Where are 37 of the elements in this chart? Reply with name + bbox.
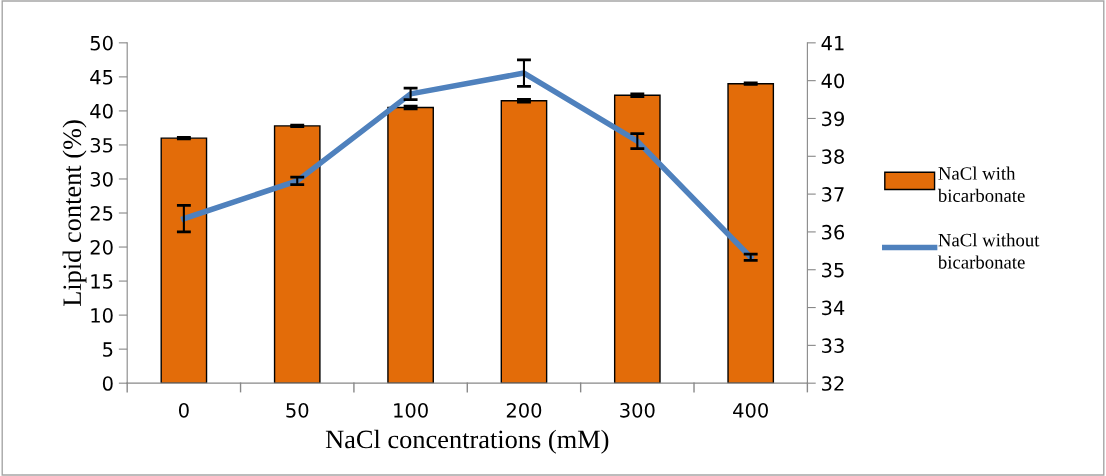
legend-label: NaCl without bicarbonate	[937, 233, 1040, 269]
y2-tick-label: 35	[822, 262, 844, 278]
y-tick-label: 40	[90, 103, 113, 119]
y2-tick-label: 37	[822, 187, 844, 202]
x-axis-title: NaCl concentrations (mM)	[325, 429, 609, 454]
bar	[613, 94, 661, 384]
bar	[387, 106, 434, 384]
y-tick-label: 50	[90, 35, 113, 51]
y-tick-label: 10	[91, 308, 113, 323]
x-tick-label: 50	[286, 402, 309, 418]
y-tick-label: 45	[90, 70, 113, 85]
bar	[273, 125, 321, 384]
x-tick-label: 200	[506, 402, 542, 418]
y-tick-label: 20	[90, 240, 113, 255]
y2-tick-label: 38	[822, 149, 844, 164]
y2-tick-label: 40	[821, 73, 845, 89]
x-tick-label: 0	[178, 402, 189, 418]
y-tick-label: 5	[103, 342, 113, 357]
legend-label: NaCl with bicarbonate	[937, 166, 1025, 202]
y-tick-label: 15	[91, 274, 113, 289]
x-tick-label: 400	[733, 402, 768, 418]
bar	[727, 82, 775, 384]
y2-tick-label: 36	[822, 224, 845, 240]
y-axis-title: Lipid content (%)	[62, 120, 87, 307]
y-tick-label: 0	[102, 376, 113, 391]
y2-tick-label: 41	[821, 36, 844, 51]
y2-tick-label: 33	[822, 338, 844, 354]
y2-tick-label: 34	[822, 300, 845, 316]
y2-tick-label: 32	[822, 376, 844, 391]
y2-tick-label: 39	[822, 111, 844, 127]
bar	[500, 100, 548, 384]
y-tick-label: 35	[90, 137, 113, 153]
bar	[160, 137, 208, 384]
x-tick-label: 100	[394, 402, 428, 418]
y-tick-label: 25	[90, 205, 113, 221]
y-tick-label: 30	[90, 171, 113, 187]
x-tick-label: 300	[620, 402, 655, 418]
